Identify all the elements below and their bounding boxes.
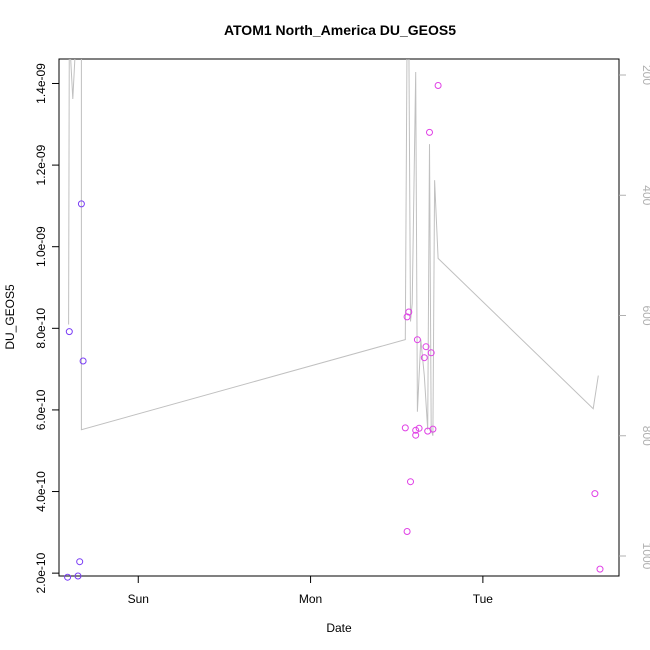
right-tick-label: 1000: [640, 543, 650, 570]
x-tick-label: Mon: [299, 592, 322, 606]
data-point: [596, 565, 604, 573]
data-point: [420, 354, 428, 362]
data-point: [427, 349, 435, 357]
y-tick-label: 2.0e-10: [34, 552, 48, 593]
data-point: [412, 431, 420, 439]
data-point: [434, 82, 442, 89]
y-tick-label: 1.0e-09: [34, 226, 48, 267]
vertical-profile-line: [68, 59, 599, 436]
data-point: [429, 425, 437, 433]
data-point: [403, 313, 411, 321]
plot-frame: [58, 58, 620, 577]
y-tick-label: 1.2e-09: [34, 144, 48, 185]
chart-title: ATOM1 North_America DU_GEOS5: [224, 22, 456, 38]
data-point: [422, 343, 430, 351]
y-axis-label: DU_GEOS5: [3, 284, 17, 350]
data-point: [74, 572, 82, 580]
data-point: [413, 336, 421, 344]
right-tick-label: 200: [640, 65, 650, 85]
y-tick-label: 8.0e-10: [34, 308, 48, 349]
data-point: [405, 308, 413, 316]
data-point: [76, 558, 84, 566]
data-point: [415, 424, 423, 432]
right-tick-label: 400: [640, 185, 650, 205]
x-tick-label: Sun: [128, 592, 149, 606]
y-tick-label: 6.0e-10: [34, 389, 48, 430]
data-points: [64, 82, 604, 581]
y-tick-label: 4.0e-10: [34, 471, 48, 512]
data-point: [64, 573, 72, 581]
data-point: [401, 424, 409, 432]
x-axis-label: Date: [326, 621, 352, 635]
data-point: [77, 200, 85, 208]
x-axis: Sun Mon Tue: [128, 576, 494, 606]
right-tick-label: 600: [640, 305, 650, 325]
data-point: [407, 478, 414, 486]
x-tick-label: Tue: [473, 592, 494, 606]
right-axis: 200 400 600 800 1000: [619, 65, 650, 570]
data-point: [65, 328, 73, 336]
data-point: [403, 528, 411, 535]
right-tick-label: 800: [640, 426, 650, 446]
data-point: [412, 426, 420, 434]
y-tick-label: 1.4e-09: [34, 63, 48, 104]
y-axis: 2.0e-10 4.0e-10 6.0e-10 8.0e-10 1.0e-09 1.2e-…: [34, 63, 59, 593]
data-point: [426, 128, 433, 136]
data-point: [79, 357, 87, 365]
data-point: [591, 490, 599, 498]
profile-line: [68, 59, 599, 436]
